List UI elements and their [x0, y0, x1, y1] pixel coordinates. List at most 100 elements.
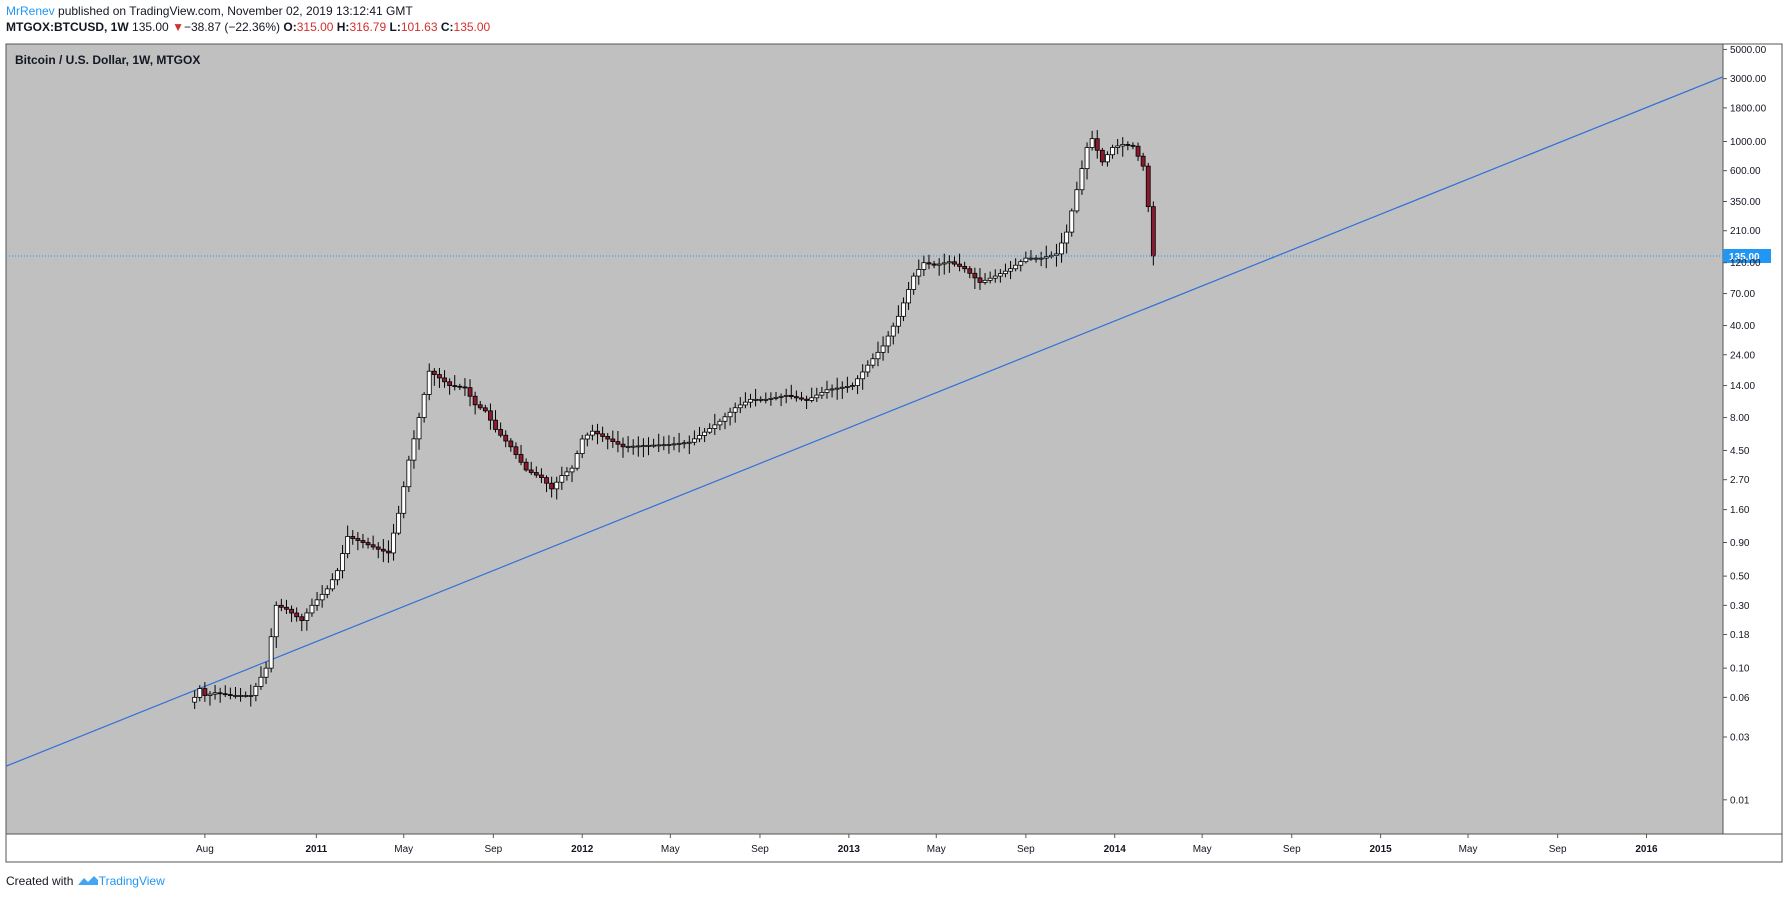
- candle-body: [488, 410, 493, 421]
- candle-body: [788, 394, 794, 398]
- candle-body: [595, 430, 600, 435]
- tradingview-link[interactable]: TradingView: [98, 874, 165, 888]
- candle-body: [1084, 147, 1090, 170]
- candle-body: [681, 442, 687, 445]
- candle-body: [865, 364, 871, 373]
- price-tick-label: 0.01: [1730, 795, 1750, 806]
- candle-body: [890, 325, 896, 337]
- candle-body: [666, 444, 672, 446]
- candle-body: [814, 394, 820, 399]
- candle-body: [1089, 138, 1095, 148]
- candle-body: [799, 397, 804, 400]
- candle-body: [258, 676, 264, 687]
- candle-body: [401, 486, 407, 514]
- candle-body: [1140, 155, 1146, 167]
- low-label: L:: [389, 20, 401, 34]
- candle-body: [885, 335, 891, 347]
- candle-body: [758, 398, 764, 401]
- candle-body: [365, 542, 371, 546]
- candle-body: [834, 387, 840, 390]
- candle-body: [646, 444, 651, 447]
- candle-body: [1110, 147, 1115, 156]
- candle-body: [1069, 210, 1075, 233]
- candle-body: [508, 440, 514, 448]
- price-tick-label: 40.00: [1730, 321, 1755, 332]
- candle-body: [396, 512, 402, 534]
- price-tick-label: 1000.00: [1730, 137, 1767, 148]
- price-tick-label: 210.00: [1730, 226, 1761, 237]
- candle-body: [1099, 149, 1105, 163]
- price-tick-label: 14.00: [1730, 381, 1755, 392]
- candle-body: [386, 550, 391, 554]
- last-price-badge-label: 135.00: [1729, 252, 1760, 263]
- candle-body: [656, 444, 662, 447]
- time-tick-label: May: [1459, 844, 1478, 855]
- candle-body: [503, 434, 509, 442]
- price-axis[interactable]: [1722, 43, 1783, 835]
- candle-body: [1008, 268, 1013, 272]
- candle-body: [1038, 257, 1044, 260]
- candle-body: [860, 371, 866, 380]
- candle-body: [284, 606, 289, 610]
- low-value: 101.63: [400, 20, 438, 34]
- candle-body: [1054, 253, 1059, 256]
- candle-body: [773, 396, 779, 399]
- candle-body: [916, 269, 922, 277]
- open-value: 315.00: [296, 20, 334, 34]
- candle-body: [1115, 145, 1121, 148]
- candle-body: [941, 262, 947, 265]
- symbol-label: MTGOX:BTCUSD, 1W: [6, 20, 129, 34]
- candle-body: [651, 444, 657, 447]
- candle-body: [289, 608, 294, 614]
- candle-body: [278, 604, 284, 608]
- candle-body: [630, 445, 636, 448]
- candle-body: [217, 692, 223, 695]
- candle-body: [748, 398, 753, 403]
- created-with-label: Created with: [6, 874, 74, 888]
- author-link[interactable]: MrRenev: [6, 4, 55, 18]
- candle-body: [590, 430, 595, 436]
- price-tick-label: 0.06: [1730, 693, 1750, 704]
- time-axis[interactable]: [5, 833, 1783, 863]
- candle-body: [793, 396, 799, 399]
- candle-body: [431, 370, 437, 375]
- candle-body: [727, 411, 733, 418]
- close-label: C:: [440, 20, 454, 34]
- support-trendline[interactable]: [5, 76, 1724, 767]
- candle-body: [1150, 206, 1156, 257]
- candle-body: [1064, 231, 1070, 244]
- price-tick-label: 8.00: [1730, 413, 1750, 424]
- candle-body: [783, 394, 789, 397]
- footer: Created with TradingView: [6, 874, 165, 888]
- candle-body: [304, 612, 310, 621]
- candle-body: [809, 397, 815, 401]
- candle-body: [350, 536, 356, 539]
- candle-body: [671, 443, 677, 446]
- candle-body: [335, 570, 340, 581]
- candle-body: [697, 435, 702, 440]
- candle-body: [544, 477, 549, 484]
- price-tick-label: 0.03: [1730, 732, 1750, 743]
- published-text: published on TradingView.com, November 0…: [58, 4, 413, 18]
- candle-body: [411, 438, 417, 461]
- candle-body: [248, 695, 254, 697]
- candle-body: [641, 445, 646, 448]
- candle-body: [610, 438, 616, 442]
- candle-body: [921, 262, 927, 270]
- candle-body: [676, 442, 682, 445]
- chart-pane[interactable]: [5, 43, 1724, 835]
- time-tick-label: Sep: [751, 844, 769, 855]
- candle-body: [340, 553, 345, 572]
- candle-body: [997, 273, 1003, 277]
- candle-body: [421, 393, 427, 418]
- candle-body: [844, 386, 850, 388]
- candle-body: [850, 385, 855, 387]
- candle-body: [1094, 138, 1100, 151]
- candle-body: [1105, 154, 1110, 163]
- candle-body: [717, 420, 723, 426]
- symbol-info: MTGOX:BTCUSD, 1W 135.00 ▼−38.87 (−22.36%…: [6, 20, 490, 34]
- candle-body: [768, 397, 774, 400]
- candle-body: [895, 315, 901, 327]
- candle-body: [437, 374, 442, 379]
